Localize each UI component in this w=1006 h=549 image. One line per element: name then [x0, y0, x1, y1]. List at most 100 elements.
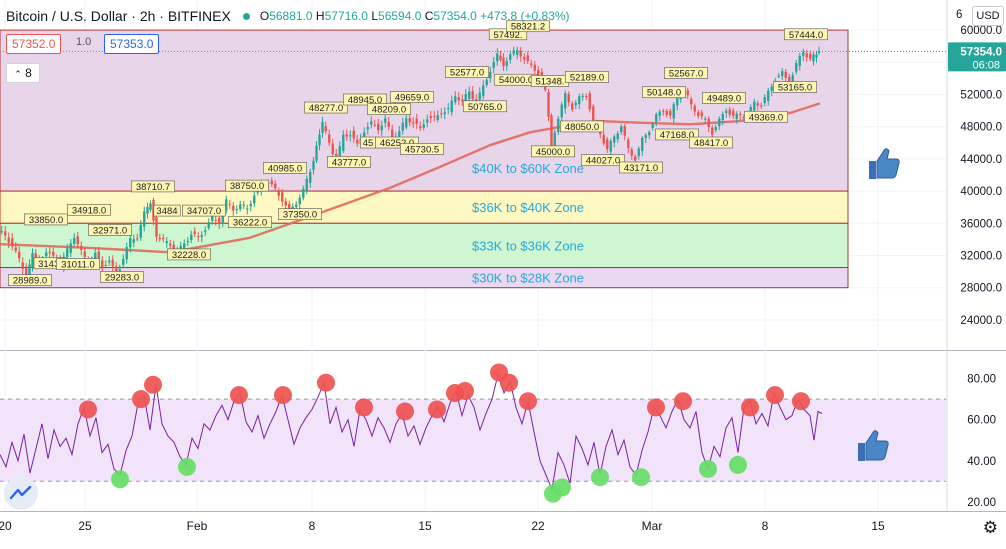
price-label-box	[581, 154, 625, 167]
candle-body	[207, 222, 210, 229]
sell-button[interactable]: 57352.0	[6, 34, 62, 54]
candle-body	[571, 103, 574, 110]
candle-body	[422, 124, 425, 128]
candle-body	[338, 146, 341, 160]
candle-body	[655, 114, 658, 122]
candle-body	[802, 51, 805, 56]
candle-body	[321, 121, 324, 133]
candle-body	[104, 264, 107, 266]
candle-body	[242, 204, 245, 206]
candle-body	[249, 203, 252, 207]
price-label-box	[463, 100, 507, 113]
price-label: 46252.0	[380, 138, 414, 149]
candle-body	[464, 94, 467, 102]
high-value: 57716.0	[324, 9, 368, 23]
candle-body	[83, 251, 86, 258]
candle-body	[155, 217, 158, 237]
candle-body	[331, 143, 334, 155]
overbought-marker	[456, 381, 474, 400]
tradingview-logo-icon[interactable]	[4, 476, 38, 510]
candle-body	[352, 130, 355, 139]
candle-body	[270, 180, 273, 185]
candle-body	[401, 122, 404, 131]
candle-body	[471, 91, 474, 100]
thumb-hand	[876, 148, 900, 179]
candle-body	[795, 63, 798, 72]
price-label: 33850.0	[29, 215, 63, 226]
price-label: 47168.0	[660, 130, 694, 141]
candle-body	[648, 132, 651, 136]
price-label: 52189.0	[570, 72, 604, 83]
price-label-box	[400, 143, 444, 155]
buy-button[interactable]: 57353.0	[104, 34, 160, 54]
zone-label: $36K to $40K Zone	[472, 200, 584, 215]
overbought-marker	[144, 375, 162, 394]
candle-body	[732, 110, 735, 116]
candle-body	[613, 136, 616, 143]
price-chart[interactable]: $40K to $60K Zone $36K to $40K Zone $33K t…	[0, 0, 1006, 350]
candle-body	[502, 57, 505, 67]
candle-body	[158, 237, 161, 240]
price-label-box	[67, 203, 111, 216]
rsi-band-fill	[0, 399, 946, 482]
candle-body	[125, 247, 128, 260]
price-label: 34918.0	[72, 205, 106, 216]
gear-icon[interactable]: ⚙	[982, 518, 998, 537]
candle-body	[214, 219, 217, 221]
price-label-box	[784, 28, 828, 41]
price-label: 37350.0	[283, 210, 317, 221]
overbought-marker	[132, 390, 150, 409]
candle-body	[496, 53, 499, 62]
candle-body	[697, 112, 700, 116]
candle-body	[356, 139, 359, 144]
candle-body	[620, 126, 623, 133]
open-value: 56881.0	[269, 9, 313, 23]
candle-body	[186, 240, 189, 242]
candle-body	[512, 50, 515, 54]
price-label-box	[367, 103, 411, 115]
candle-body	[28, 264, 31, 276]
oversold-marker	[591, 468, 609, 487]
time-tick-label: 15	[871, 519, 885, 533]
candle-body	[108, 260, 111, 263]
time-tick-label: 20	[0, 519, 12, 533]
price-label: 48050.0	[565, 122, 599, 133]
candle-body	[232, 205, 235, 211]
candle-body	[641, 137, 644, 151]
time-tick-label: Mar	[642, 519, 663, 533]
price-label-box	[88, 224, 132, 236]
price-label-box	[565, 71, 609, 83]
indicators-toggle[interactable]: ⌃ 8	[6, 63, 40, 83]
symbol-legend: Bitcoin / U.S. Dollar · 2h · BITFINEX O5…	[6, 5, 570, 27]
candle-body	[111, 259, 114, 267]
candle-body	[767, 90, 770, 101]
price-tick-label: 6	[956, 9, 962, 21]
candle-body	[253, 195, 256, 204]
candle-body	[221, 212, 224, 225]
price-tick-label: 32000.0	[960, 251, 1002, 263]
price-label: 40985.0	[268, 163, 302, 174]
open-label: O	[259, 9, 270, 23]
oversold-marker	[553, 478, 571, 497]
price-label: 38710.7	[136, 182, 170, 193]
candle-body	[366, 127, 369, 130]
overbought-marker	[428, 400, 446, 419]
candle-body	[457, 97, 460, 101]
price-tick-label: 44000.0	[960, 154, 1002, 166]
time-axis: 20 25 Feb 8 15 22 Mar 8 15	[0, 511, 1006, 533]
rsi-axis: 20.00 40.00 60.00 80.00	[946, 350, 996, 511]
price-label: 54000.0	[499, 75, 533, 86]
zone-label: $33K to $36K Zone	[472, 238, 584, 253]
overbought-marker	[230, 386, 248, 405]
price-label: 57444.0	[789, 30, 823, 41]
candle-body	[443, 112, 446, 115]
price-label: 43171.0	[624, 163, 658, 174]
candle-body	[4, 231, 7, 236]
rsi-tick-label: 60.00	[967, 415, 996, 427]
candle-body	[533, 64, 536, 71]
price-label: 43777.0	[332, 157, 366, 168]
rsi-chart[interactable]: 20.00 40.00 60.00 80.00	[0, 350, 1006, 511]
price-label: 49659.0	[395, 93, 429, 104]
candle-body	[700, 112, 703, 117]
currency-button[interactable]: USD	[972, 6, 1004, 26]
